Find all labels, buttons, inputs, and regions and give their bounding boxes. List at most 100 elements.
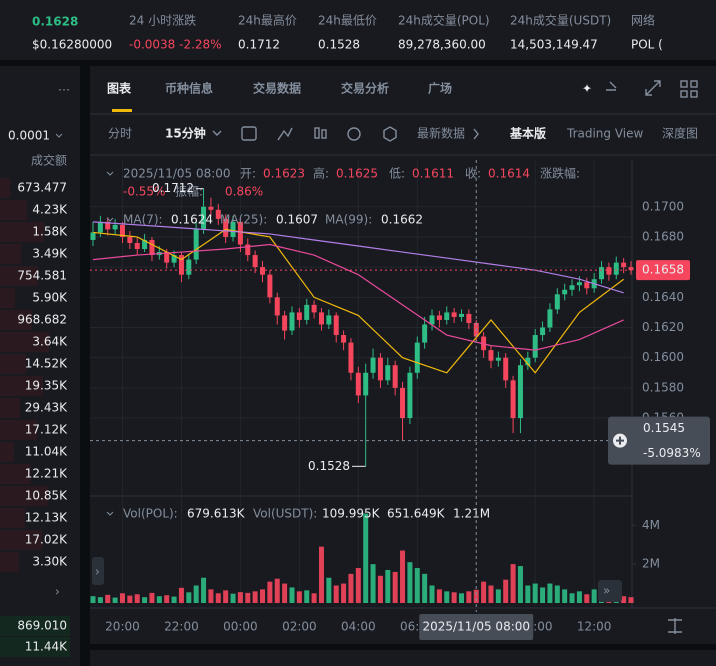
- info-time: 2025/11/05 08:00: [123, 167, 231, 181]
- order-row: 1.58K: [32, 225, 68, 239]
- icon[interactable]: [668, 618, 682, 634]
- candle-body: [613, 262, 619, 275]
- icon[interactable]: [383, 126, 397, 142]
- stat-value: 0.1528: [318, 38, 360, 52]
- candle-body: [149, 239, 155, 256]
- icon[interactable]: [690, 90, 698, 98]
- column-header: 成交额: [31, 153, 67, 168]
- row-bg: [0, 288, 15, 308]
- icon[interactable]: [277, 127, 293, 141]
- volume-bar: [237, 592, 243, 603]
- candle-body: [164, 252, 170, 263]
- candle-body: [326, 315, 332, 325]
- overlay-layer: › » 0.1628 $0.16280000 24 小时涨跌 -0.0038 -2.2…: [8, 13, 710, 654]
- tab[interactable]: 交易分析: [341, 81, 389, 96]
- y-tick-label: 0.1620: [642, 320, 684, 334]
- candle-body: [466, 313, 472, 323]
- candle-body: [348, 342, 354, 373]
- collapse-icon: [106, 511, 114, 516]
- candle-body: [341, 335, 347, 343]
- tab[interactable]: 图表: [107, 81, 132, 96]
- view-mode[interactable]: Trading View: [566, 127, 644, 141]
- row-bg: [0, 464, 31, 484]
- volume-bar: [436, 589, 442, 603]
- icon[interactable]: [645, 80, 661, 96]
- candle-body: [628, 267, 634, 271]
- icon[interactable]: [321, 129, 327, 139]
- x-tick-label: 02:00: [282, 620, 317, 634]
- candle-body: [503, 357, 509, 381]
- icon[interactable]: [680, 80, 688, 88]
- candle-body: [414, 342, 420, 373]
- candle-body: [525, 357, 531, 366]
- row-bg: [0, 486, 48, 506]
- volume-bar: [429, 585, 435, 603]
- precision[interactable]: 0.0001: [8, 129, 50, 143]
- icon[interactable]: [690, 80, 698, 88]
- volume-bar: [422, 573, 428, 603]
- ai-icon[interactable]: ✦: [582, 82, 592, 96]
- tab[interactable]: 币种信息: [165, 81, 213, 96]
- price: 0.1628: [32, 15, 78, 29]
- row-bg: [0, 244, 21, 264]
- volume-bar: [392, 571, 398, 603]
- volume-bar: [348, 573, 354, 603]
- volume-bar: [576, 591, 582, 603]
- volume-bar: [318, 546, 324, 603]
- more-icon[interactable]: ⋯: [58, 83, 70, 97]
- vol-tick-label: 2M: [642, 557, 660, 571]
- volume-bar: [164, 595, 170, 603]
- tab[interactable]: 交易数据: [253, 81, 301, 96]
- candle-body: [134, 242, 140, 250]
- collapse-icon: [106, 217, 114, 222]
- volume-bar: [385, 569, 391, 603]
- icon[interactable]: [314, 127, 320, 139]
- icon[interactable]: [241, 126, 257, 141]
- scroll-icon[interactable]: »: [603, 584, 610, 598]
- scroll-button[interactable]: [598, 580, 622, 602]
- toolbar-item[interactable]: 最新数据: [417, 126, 465, 141]
- order-row: 11.44K: [25, 640, 68, 654]
- order-row: 5.90K: [32, 291, 68, 305]
- row-bg: [0, 552, 19, 572]
- vol-tick-label: 4M: [642, 518, 660, 532]
- icon[interactable]: [473, 128, 479, 140]
- view-mode[interactable]: 基本版: [509, 126, 546, 141]
- candle-body: [576, 282, 582, 286]
- volume-bar: [186, 592, 192, 603]
- icon[interactable]: [212, 130, 222, 136]
- candle-body: [400, 387, 406, 419]
- tab[interactable]: 广场: [428, 81, 452, 96]
- order-row: 17.12K: [25, 423, 68, 437]
- volume-bar: [90, 596, 96, 603]
- icon[interactable]: [606, 81, 617, 91]
- volume-bar: [149, 592, 155, 603]
- candle-body: [97, 221, 103, 233]
- row-bg: [0, 200, 27, 220]
- icon[interactable]: [347, 127, 361, 141]
- row-bg: [0, 637, 70, 657]
- volume-bar: [591, 589, 597, 603]
- candle-body: [304, 304, 310, 320]
- scroll-button[interactable]: [92, 557, 104, 585]
- volume-bar: [621, 596, 627, 603]
- view-mode[interactable]: 深度图: [662, 126, 698, 141]
- expand-icon[interactable]: ›: [55, 585, 60, 599]
- candle-body: [599, 267, 605, 280]
- scroll-icon[interactable]: ›: [95, 565, 100, 579]
- candle-body: [554, 294, 560, 310]
- collapse-icon: [106, 171, 114, 176]
- volume-bar: [282, 583, 288, 603]
- toolbar-item[interactable]: 分时: [108, 127, 132, 141]
- info-value: 0.1611: [412, 167, 454, 181]
- candle-body: [252, 255, 258, 268]
- candle-body: [178, 255, 184, 275]
- volume-bar: [156, 596, 162, 603]
- order-row: 3.64K: [32, 335, 68, 349]
- info-label: 开:: [240, 167, 256, 181]
- toolbar-item[interactable]: 15分钟: [165, 126, 206, 141]
- stat-label: 24 小时涨跌: [129, 13, 196, 28]
- icon[interactable]: [680, 90, 688, 98]
- candle-body: [495, 357, 501, 361]
- candle-body: [562, 289, 568, 295]
